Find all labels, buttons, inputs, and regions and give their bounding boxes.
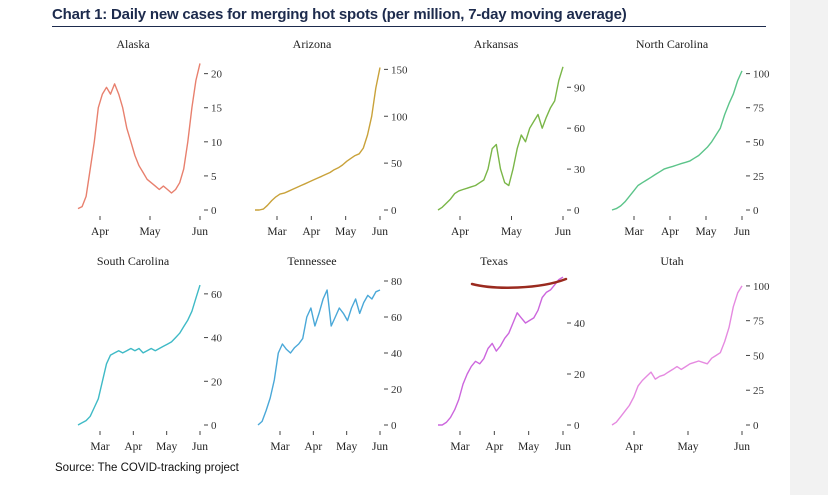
y-tick-label: 75 [753,316,765,328]
texas-underline-annotation [470,277,568,289]
y-tick-label: 0 [391,205,397,217]
y-tick-label: 60 [574,123,586,135]
x-tick-label: May [336,441,357,453]
x-tick-label: Mar [90,441,109,453]
panel-utah: Utah 0 25 50 75 100 Apr May Jun [611,254,770,453]
y-tick-label: 100 [753,281,770,293]
source-note: Source: The COVID-tracking project [55,462,239,474]
chart-title: Chart 1: Daily new cases for merging hot… [52,6,627,23]
panel-title: North Carolina [636,37,709,51]
x-tick-label: Apr [304,441,322,453]
x-tick-label: Jun [372,226,388,238]
y-tick-label: 50 [753,350,765,362]
y-tick-label: 90 [574,82,586,94]
x-tick-label: May [156,441,177,453]
panel-title: Arizona [293,37,332,51]
y-tick-label: 25 [753,171,765,183]
y-tick-label: 5 [211,171,217,183]
title-rule [52,26,766,27]
y-tick-label: 25 [753,385,765,397]
y-tick-label: 30 [574,164,586,176]
x-tick-label: Jun [555,441,571,453]
panel-tennessee: Tennessee 0 20 40 60 80 Mar Apr May Jun [257,254,403,453]
x-tick-label: Apr [302,226,320,238]
panel-title: Arkansas [474,37,519,51]
y-tick-label: 0 [211,205,217,217]
y-tick-label: 100 [391,111,408,123]
y-tick-label: 40 [211,333,223,345]
y-tick-label: 50 [753,137,765,149]
y-tick-label: 100 [753,69,770,81]
x-tick-label: May [695,226,716,238]
y-tick-label: 0 [753,205,759,217]
panel-south-carolina: South Carolina 0 20 40 60 Mar Apr May Jun [77,254,223,453]
x-tick-label: May [677,441,698,453]
x-tick-label: Jun [192,226,208,238]
x-tick-label: Mar [267,226,286,238]
y-tick-label: 0 [574,205,580,217]
x-tick-label: May [518,441,539,453]
x-tick-label: Apr [91,226,109,238]
panel-north-carolina: North Carolina 0 25 50 75 100 Mar Apr May Jun [611,37,770,238]
panel-arizona: Arizona 0 50 100 150 Mar Apr May Jun [255,37,408,238]
x-tick-label: May [501,226,522,238]
x-tick-label: Jun [555,226,571,238]
x-tick-label: Mar [450,441,469,453]
x-tick-label: Jun [734,441,750,453]
x-tick-label: Apr [625,441,643,453]
y-tick-label: 40 [391,348,403,360]
series-line [611,285,743,426]
panel-title: Utah [660,254,683,268]
y-tick-label: 20 [391,384,403,396]
x-tick-label: Apr [124,441,142,453]
series-line [611,70,743,211]
screen-margin [790,0,828,495]
series-line [255,67,381,211]
x-tick-label: Mar [270,441,289,453]
series-line [77,63,201,210]
panel-title: Tennessee [287,254,336,268]
panel-title: South Carolina [97,254,170,268]
y-tick-label: 20 [211,69,223,81]
y-tick-label: 10 [211,137,223,149]
y-tick-label: 150 [391,64,408,76]
panel-texas: Texas 0 20 40 Mar Apr May Jun [438,254,586,453]
y-tick-label: 60 [211,289,223,301]
y-tick-label: 0 [211,420,217,432]
series-line [438,276,564,426]
y-tick-label: 0 [574,420,580,432]
y-tick-label: 50 [391,158,403,170]
panel-alaska: Alaska 0 5 10 15 20 Apr May Jun [77,37,223,238]
y-tick-label: 60 [391,312,403,324]
x-tick-label: Mar [624,226,643,238]
x-tick-label: Apr [485,441,503,453]
x-tick-label: Apr [661,226,679,238]
y-tick-label: 20 [574,369,586,381]
x-tick-label: Jun [192,441,208,453]
panel-arkansas: Arkansas 0 30 60 90 Apr May Jun [437,37,586,238]
y-tick-label: 75 [753,103,765,115]
panel-title: Texas [480,254,508,268]
x-tick-label: Jun [372,441,388,453]
panel-title: Alaska [116,37,150,51]
y-tick-label: 0 [391,420,397,432]
series-line [437,66,564,211]
y-tick-label: 40 [574,318,586,330]
x-tick-label: May [139,226,160,238]
y-tick-label: 15 [211,103,223,115]
x-tick-label: May [335,226,356,238]
x-tick-label: Apr [451,226,469,238]
y-tick-label: 80 [391,276,403,288]
series-line [77,284,201,426]
y-tick-label: 0 [753,420,759,432]
x-tick-label: Jun [734,226,750,238]
series-line [257,289,381,426]
y-tick-label: 20 [211,376,223,388]
